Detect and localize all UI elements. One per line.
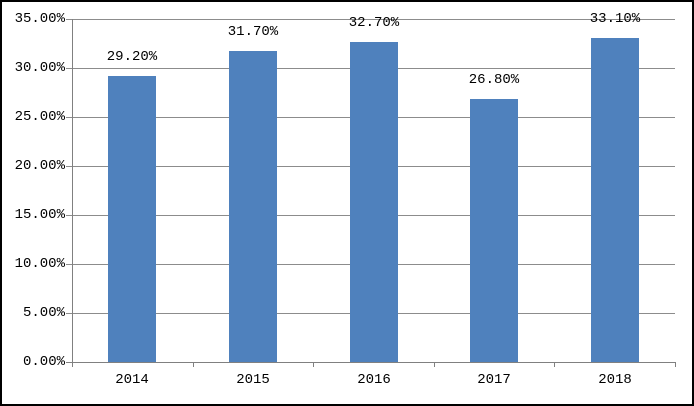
y-tick-label: 5.00%	[22, 305, 65, 321]
y-tick-label: 20.00%	[14, 158, 65, 174]
y-tick-label: 35.00%	[14, 11, 65, 27]
bar-value-label: 33.10%	[589, 11, 641, 27]
y-tick-label: 25.00%	[14, 109, 65, 125]
x-axis-line	[66, 362, 675, 363]
x-axis-tick	[193, 362, 194, 367]
y-axis-line	[72, 19, 73, 362]
y-gridline	[66, 19, 675, 20]
x-axis-tick	[434, 362, 435, 367]
x-axis-tick	[675, 362, 676, 367]
x-axis-category-label: 2016	[357, 372, 391, 388]
bar	[229, 51, 277, 362]
x-axis-category-label: 2015	[236, 372, 270, 388]
y-tick-label: 10.00%	[14, 256, 65, 272]
bar-value-label: 32.70%	[348, 15, 400, 31]
y-tick-label: 15.00%	[14, 207, 65, 223]
y-tick-label: 0.00%	[22, 354, 65, 370]
bar	[470, 99, 518, 362]
bar	[108, 76, 156, 362]
bar	[350, 42, 398, 362]
x-axis-tick	[72, 362, 73, 367]
x-axis-category-label: 2017	[477, 372, 511, 388]
x-axis-category-label: 2014	[115, 372, 149, 388]
x-axis-tick	[554, 362, 555, 367]
y-tick-label: 30.00%	[14, 60, 65, 76]
x-axis-category-label: 2018	[598, 372, 632, 388]
bar-value-label: 29.20%	[106, 49, 158, 65]
bar-value-label: 26.80%	[468, 72, 520, 88]
bar-value-label: 31.70%	[227, 24, 279, 40]
x-axis-tick	[313, 362, 314, 367]
bar	[591, 38, 639, 362]
